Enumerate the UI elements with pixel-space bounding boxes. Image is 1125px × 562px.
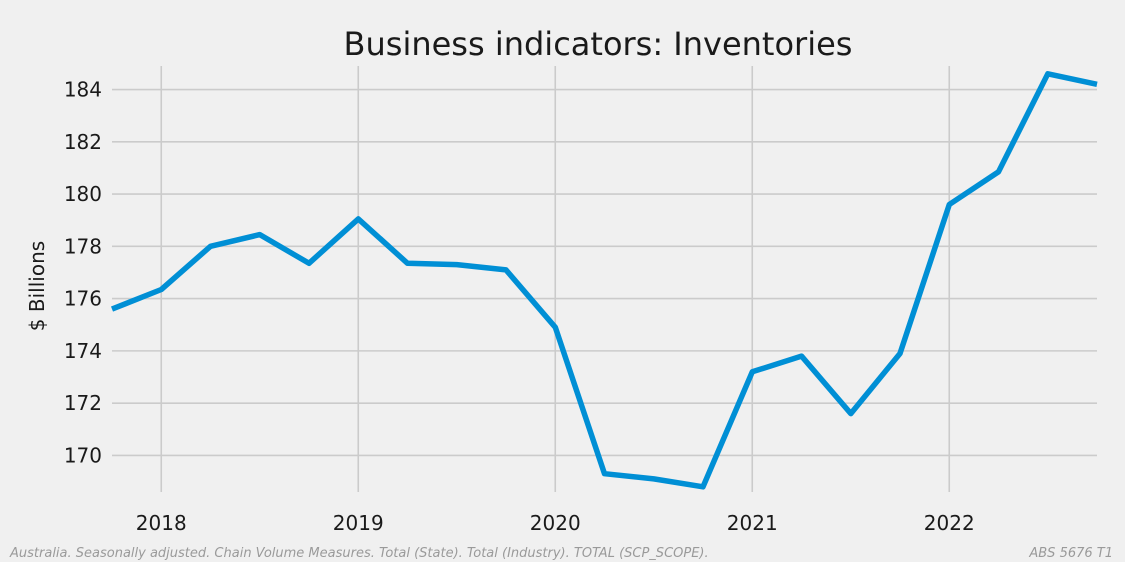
x-tick-label: 2019 <box>333 511 384 535</box>
y-tick-label: 180 <box>64 182 102 206</box>
y-tick-label: 178 <box>64 234 102 258</box>
series-line <box>110 71 1098 490</box>
footnote-reference: ABS 5676 T1 <box>1028 546 1113 561</box>
x-tick-label: 2022 <box>924 511 975 535</box>
y-tick-label: 184 <box>64 78 102 102</box>
y-tick-label: 174 <box>64 339 102 363</box>
y-axis: 170 172 174 176 178 180 182 184 <box>64 78 102 468</box>
x-tick-label: 2020 <box>530 511 581 535</box>
footnote-source: Australia. Seasonally adjusted. Chain Vo… <box>9 546 709 561</box>
x-axis: 2018 2019 2020 2021 2022 <box>136 511 975 535</box>
series-layer <box>110 71 1098 490</box>
y-tick-label: 170 <box>64 443 102 467</box>
x-tick-label: 2021 <box>727 511 778 535</box>
y-tick-label: 182 <box>64 130 102 154</box>
chart-title: Business indicators: Inventories <box>344 25 853 63</box>
y-tick-label: 172 <box>64 391 102 415</box>
y-axis-label: $ Billions <box>25 241 49 331</box>
grid <box>112 66 1097 492</box>
y-tick-label: 176 <box>64 287 102 311</box>
x-tick-label: 2018 <box>136 511 187 535</box>
